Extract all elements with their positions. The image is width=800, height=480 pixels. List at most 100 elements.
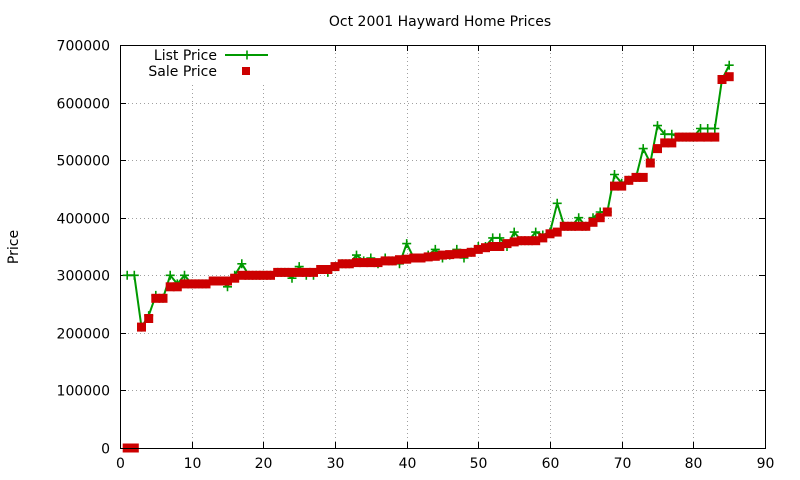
data-point-sale-price bbox=[316, 265, 326, 274]
x-tick-label: 60 bbox=[542, 456, 560, 472]
data-point-sale-price bbox=[323, 265, 333, 274]
data-point-sale-price bbox=[710, 132, 720, 142]
data-point-sale-price bbox=[567, 221, 576, 231]
legend-background bbox=[130, 46, 275, 82]
data-point-sale-price bbox=[330, 262, 340, 272]
data-point-list-price bbox=[237, 259, 247, 269]
data-point-sale-price bbox=[724, 72, 734, 82]
data-point-sale-price bbox=[416, 253, 426, 263]
data-point-sale-price bbox=[352, 258, 361, 268]
y-tick-label: 300000 bbox=[57, 269, 110, 285]
x-tick-label: 80 bbox=[685, 456, 703, 472]
data-point-sale-price bbox=[251, 270, 261, 280]
data-point-sale-price bbox=[445, 250, 455, 260]
data-point-sale-price bbox=[538, 233, 548, 243]
data-point-sale-price bbox=[258, 270, 268, 280]
x-tick-label: 90 bbox=[757, 456, 775, 472]
data-point-sale-price bbox=[595, 213, 605, 223]
series-sale-price bbox=[122, 72, 734, 453]
data-point-sale-price bbox=[165, 282, 175, 292]
series-layer bbox=[122, 60, 734, 453]
data-point-sale-price bbox=[688, 132, 698, 142]
data-point-sale-price bbox=[215, 276, 225, 286]
data-point-sale-price bbox=[409, 253, 419, 263]
data-point-sale-price bbox=[180, 279, 189, 289]
data-point-sale-price bbox=[502, 239, 512, 249]
chart-title: Oct 2001 Hayward Home Prices bbox=[329, 14, 551, 30]
data-point-sale-price bbox=[423, 252, 433, 262]
data-point-sale-price bbox=[380, 256, 390, 266]
legend-label-list-price: List Price bbox=[154, 48, 217, 64]
data-point-sale-price bbox=[581, 221, 591, 231]
data-point-sale-price bbox=[495, 242, 505, 251]
x-tick-label: 30 bbox=[327, 456, 345, 472]
data-point-sale-price bbox=[645, 158, 655, 168]
data-point-list-price bbox=[509, 227, 519, 237]
data-point-sale-price bbox=[158, 293, 168, 303]
data-point-sale-price bbox=[395, 255, 404, 265]
data-point-sale-price bbox=[301, 267, 311, 277]
data-point-sale-price bbox=[459, 248, 469, 258]
legend-marker-list-price bbox=[242, 50, 252, 60]
data-point-sale-price bbox=[287, 267, 297, 277]
x-tick-label: 50 bbox=[470, 456, 488, 472]
plot-frame bbox=[120, 45, 766, 449]
data-point-sale-price bbox=[359, 258, 369, 268]
data-point-sale-price bbox=[717, 75, 727, 84]
data-point-sale-price bbox=[387, 256, 397, 266]
data-point-sale-price bbox=[230, 273, 240, 283]
data-point-sale-price bbox=[610, 181, 619, 191]
data-point-list-price bbox=[610, 170, 619, 179]
data-point-sale-price bbox=[602, 207, 612, 217]
data-point-sale-price bbox=[344, 259, 354, 269]
data-point-list-price bbox=[710, 124, 720, 133]
data-point-sale-price bbox=[151, 293, 161, 303]
data-point-sale-price bbox=[574, 221, 584, 231]
x-tick-label: 70 bbox=[614, 456, 632, 472]
series-list-price bbox=[122, 60, 734, 332]
legend-marker-sale-price bbox=[242, 67, 250, 75]
data-point-list-price bbox=[531, 227, 541, 237]
data-point-list-price bbox=[552, 198, 562, 208]
data-point-sale-price bbox=[466, 247, 476, 257]
data-point-sale-price bbox=[438, 250, 447, 260]
data-point-sale-price bbox=[266, 270, 275, 280]
data-point-list-price bbox=[638, 144, 648, 154]
data-point-sale-price bbox=[617, 181, 627, 191]
data-point-list-price bbox=[574, 213, 584, 223]
data-point-list-price bbox=[129, 270, 139, 280]
y-tick-label: 500000 bbox=[57, 154, 110, 170]
data-point-sale-price bbox=[309, 267, 318, 277]
data-point-list-price bbox=[402, 239, 412, 249]
x-tick-label: 40 bbox=[399, 456, 417, 472]
data-point-sale-price bbox=[638, 172, 648, 182]
data-point-sale-price bbox=[237, 270, 247, 280]
data-point-list-price bbox=[724, 60, 734, 70]
data-point-list-price bbox=[495, 233, 505, 243]
legend-label-sale-price: Sale Price bbox=[148, 64, 217, 80]
x-tick-label: 0 bbox=[116, 456, 125, 472]
y-tick-label: 600000 bbox=[57, 97, 110, 113]
data-point-sale-price bbox=[337, 259, 347, 269]
data-point-sale-price bbox=[588, 217, 598, 227]
x-tick-label: 20 bbox=[255, 456, 273, 472]
y-tick-label: 400000 bbox=[57, 212, 110, 228]
data-point-sale-price bbox=[516, 236, 526, 246]
data-point-sale-price bbox=[660, 138, 670, 148]
data-point-sale-price bbox=[703, 132, 713, 142]
axis-ticks: 0 10 20 30 40 50 60 70 80 90 0 100000 200000 300000 40… bbox=[57, 39, 775, 473]
data-point-sale-price bbox=[624, 175, 634, 185]
data-point-sale-price bbox=[667, 138, 677, 148]
data-point-sale-price bbox=[280, 267, 290, 277]
data-point-sale-price bbox=[545, 229, 555, 239]
data-point-sale-price bbox=[488, 242, 498, 251]
legend: List Price Sale Price bbox=[130, 46, 275, 82]
data-point-sale-price bbox=[208, 276, 218, 286]
data-point-list-price bbox=[165, 270, 175, 280]
data-point-sale-price bbox=[223, 276, 232, 286]
data-point-sale-price bbox=[137, 322, 146, 332]
data-point-sale-price bbox=[366, 258, 376, 268]
data-point-sale-price bbox=[473, 244, 483, 254]
grid-lines bbox=[120, 45, 765, 448]
